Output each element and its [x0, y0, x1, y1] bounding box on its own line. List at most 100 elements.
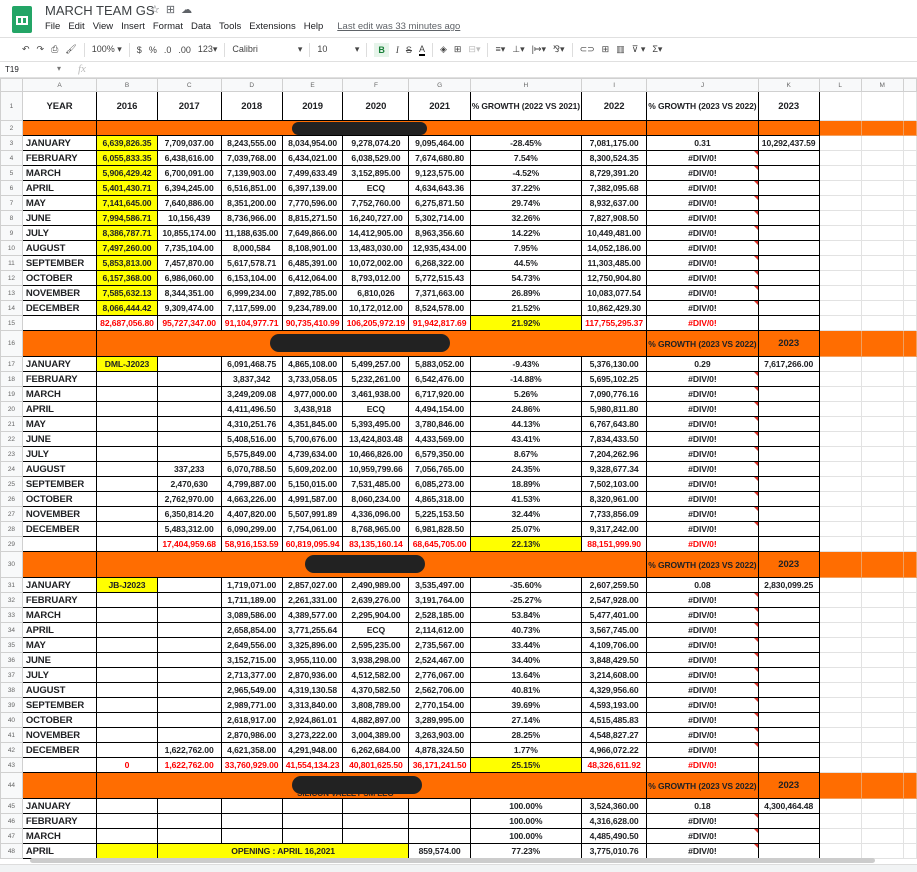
cell[interactable]: 8,815,271.50 [281, 210, 344, 226]
more-formats-button[interactable]: 123▾ [197, 44, 218, 54]
cell[interactable] [902, 652, 917, 668]
total-cell[interactable] [96, 536, 158, 552]
total-cell[interactable]: 90,735,410.99 [281, 315, 344, 331]
cell[interactable]: 3,848,429.50 [580, 652, 648, 668]
total-cell[interactable] [21, 315, 98, 331]
growth-2023-cell[interactable]: #DIV/0! [646, 637, 759, 653]
header-cell[interactable]: % GROWTH (2023 VS 2022) [646, 91, 759, 121]
cell[interactable]: 6,700,091.00 [156, 165, 222, 181]
row-header[interactable]: 15 [0, 315, 23, 331]
growth-label[interactable] [646, 120, 759, 136]
cell[interactable]: 4,515,485.83 [580, 712, 648, 728]
column-header-c[interactable]: C [156, 78, 222, 92]
total-cell[interactable]: 41,554,134.23 [281, 757, 344, 773]
total-cell[interactable] [757, 757, 820, 773]
cell[interactable]: 4,991,587.00 [281, 491, 344, 507]
cell[interactable] [818, 828, 862, 844]
cell[interactable] [902, 536, 917, 552]
cell[interactable] [818, 682, 862, 698]
cell[interactable]: 4,739,634.00 [281, 446, 344, 462]
cell[interactable]: 6,999,234.00 [220, 285, 283, 301]
increase-decimal-button[interactable]: .00 [178, 44, 191, 55]
cell[interactable]: 7,733,856.09 [580, 506, 648, 522]
separator-cell[interactable] [818, 120, 862, 136]
cell[interactable]: 14,052,186.00 [580, 240, 648, 256]
cell[interactable] [818, 225, 862, 241]
cell[interactable]: 5,483,312.00 [156, 521, 222, 537]
growth-2023-cell[interactable]: #DIV/0! [646, 697, 759, 713]
cell[interactable] [156, 592, 222, 608]
row-header[interactable]: 27 [0, 506, 23, 522]
cell[interactable] [757, 476, 820, 492]
menu-help[interactable]: Help [303, 21, 324, 32]
cell[interactable] [408, 828, 471, 844]
cell[interactable] [818, 491, 862, 507]
cell[interactable] [902, 843, 917, 859]
growth-2023-cell[interactable]: #DIV/0! [646, 195, 759, 211]
month-label[interactable]: AUGUST [21, 240, 98, 256]
row-header[interactable]: 48 [0, 843, 23, 859]
cell[interactable] [902, 592, 917, 608]
cell[interactable]: 7,117,599.00 [220, 300, 283, 316]
cell[interactable]: 5,393,495.00 [342, 416, 410, 432]
cell[interactable]: 6,085,273.00 [408, 476, 471, 492]
cell[interactable] [156, 798, 222, 814]
cell[interactable]: 8,386,787.71 [96, 225, 158, 241]
cell[interactable]: 4,548,827.27 [580, 727, 648, 743]
row-header[interactable]: 13 [0, 285, 23, 301]
growth-percent-cell[interactable]: 44.13% [469, 416, 582, 432]
cell[interactable] [860, 521, 904, 537]
cell[interactable]: 4,316,628.00 [580, 813, 648, 829]
cell[interactable] [860, 506, 904, 522]
cell[interactable]: 8,344,351.00 [156, 285, 222, 301]
cell[interactable]: 2,639,276.00 [342, 592, 410, 608]
growth-percent-cell[interactable]: 37.22% [469, 180, 582, 196]
row-header[interactable]: 14 [0, 300, 23, 316]
growth-2023-cell[interactable]: #DIV/0! [646, 165, 759, 181]
cell[interactable]: 7,674,680.80 [408, 150, 471, 166]
insert-link-icon[interactable]: ⊂⊃ [579, 44, 595, 54]
growth-2023-cell[interactable]: #DIV/0! [646, 491, 759, 507]
column-header-a[interactable]: A [21, 78, 98, 92]
cell[interactable] [96, 371, 158, 387]
cell[interactable]: 7,892,785.00 [281, 285, 344, 301]
cell[interactable] [860, 536, 904, 552]
cell[interactable] [96, 431, 158, 447]
cell[interactable]: 10,466,826.00 [342, 446, 410, 462]
cell[interactable]: 2,870,986.00 [220, 727, 283, 743]
cell[interactable]: 8,000,584 [220, 240, 283, 256]
growth-2023-cell[interactable]: #DIV/0! [646, 682, 759, 698]
cell[interactable]: 1,622,762.00 [156, 742, 222, 758]
cell[interactable]: 6,434,021.00 [281, 150, 344, 166]
cell[interactable]: 337,233 [156, 461, 222, 477]
cell[interactable]: 3,152,715.00 [220, 652, 283, 668]
undo-icon[interactable]: ↶ [22, 44, 30, 54]
cell[interactable]: DML-J2023 [96, 356, 158, 372]
growth-percent-cell[interactable]: -4.52% [469, 165, 582, 181]
cell[interactable]: 8,736,966.00 [220, 210, 283, 226]
row-header[interactable]: 24 [0, 461, 23, 477]
cell[interactable] [156, 667, 222, 683]
cell[interactable]: 3,955,110.00 [281, 652, 344, 668]
growth-2023-cell[interactable]: #DIV/0! [646, 461, 759, 477]
growth-2023-cell[interactable]: #DIV/0! [646, 285, 759, 301]
cell[interactable] [902, 91, 917, 121]
row-header[interactable]: 40 [0, 712, 23, 728]
cell[interactable] [156, 652, 222, 668]
total-cell[interactable]: 88,151,999.90 [580, 536, 648, 552]
header-cell[interactable]: 2022 [580, 91, 648, 121]
cell[interactable]: 4,329,956.60 [580, 682, 648, 698]
month-label[interactable]: JULY [21, 225, 98, 241]
month-label[interactable]: OCTOBER [21, 270, 98, 286]
growth-percent-cell[interactable]: 39.69% [469, 697, 582, 713]
zoom-select[interactable]: 100% ▾ [91, 44, 122, 54]
growth-2023-cell[interactable]: #DIV/0! [646, 150, 759, 166]
row-header[interactable]: 32 [0, 592, 23, 608]
cell[interactable]: 2,261,331.00 [281, 592, 344, 608]
total-growth-cell[interactable]: 22.13% [469, 536, 582, 552]
header-cell[interactable]: YEAR [21, 91, 98, 121]
cell[interactable]: 6,157,368.00 [96, 270, 158, 286]
column-header-f[interactable]: F [342, 78, 410, 92]
row-header[interactable]: 26 [0, 491, 23, 507]
cell[interactable]: 3,775,010.76 [580, 843, 648, 859]
